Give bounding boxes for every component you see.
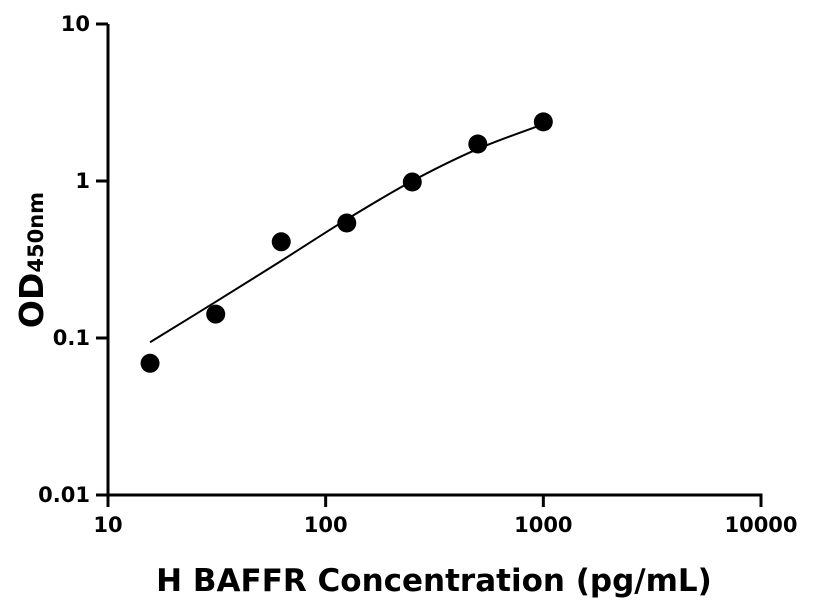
data-point (206, 304, 226, 324)
x-tick-label: 10 (93, 513, 122, 537)
x-tick-label: 1000 (514, 513, 572, 537)
data-point (140, 353, 160, 373)
y-tick-label: 10 (61, 12, 90, 36)
x-tick-label: 100 (304, 513, 348, 537)
data-point (337, 213, 357, 233)
y-tick-label: 0.01 (38, 483, 90, 507)
data-point (533, 112, 553, 132)
data-point (271, 232, 291, 252)
y-axis-label-main: OD (12, 273, 51, 328)
y-tick-label: 1 (75, 169, 90, 193)
data-point (468, 134, 488, 154)
tick-labels: 10 100 1000 10000 0.01 0.1 1 10 (38, 12, 797, 537)
data-point (402, 172, 422, 192)
data-points (140, 112, 553, 373)
y-tick-label: 0.1 (53, 326, 90, 350)
y-axis-label-subscript: 450nm (24, 192, 48, 273)
x-axis-label: H BAFFR Concentration (pg/mL) (156, 563, 712, 599)
y-axis-label: OD450nm (12, 192, 51, 328)
x-tick-label: 10000 (724, 513, 797, 537)
axes (96, 22, 763, 507)
